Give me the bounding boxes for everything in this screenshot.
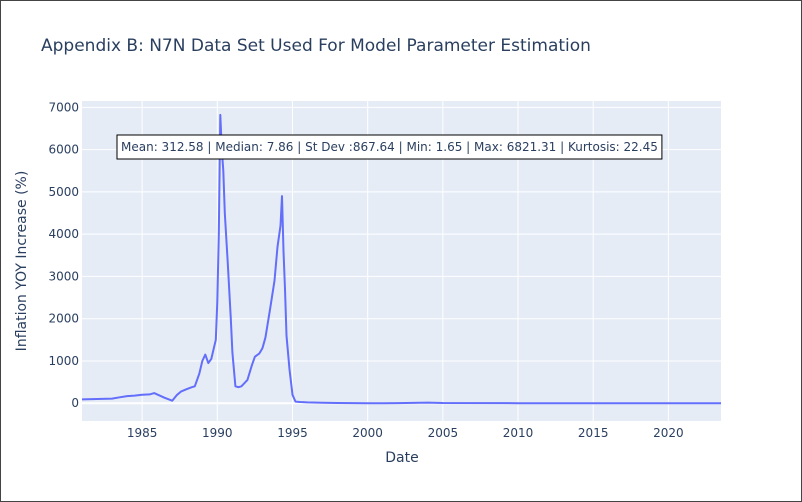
y-axis-ticks: 0 1000 2000 3000 4000 5000 6000 7000 <box>48 100 79 410</box>
x-tick-label: 2000 <box>352 426 383 440</box>
x-tick-label: 1990 <box>202 426 233 440</box>
stats-annotation-text: Mean: 312.58 | Median: 7.86 | St Dev :86… <box>121 140 658 154</box>
y-tick-label: 6000 <box>48 143 79 157</box>
y-tick-label: 1000 <box>48 354 79 368</box>
stats-annotation: Mean: 312.58 | Median: 7.86 | St Dev :86… <box>116 134 663 160</box>
x-axis-ticks: 1985 1990 1995 2000 2005 2010 2015 2020 <box>127 426 684 440</box>
x-tick-label: 2020 <box>653 426 684 440</box>
x-axis-title: Date <box>385 450 418 466</box>
y-axis-title: Inflation YOY Increase (%) <box>14 171 30 352</box>
y-tick-label: 3000 <box>48 269 79 283</box>
y-tick-label: 2000 <box>48 312 79 326</box>
y-tick-label: 7000 <box>48 100 79 114</box>
y-tick-label: 5000 <box>48 185 79 199</box>
x-tick-label: 2015 <box>578 426 609 440</box>
stats-annotation-box <box>116 134 663 160</box>
x-tick-label: 1995 <box>277 426 308 440</box>
y-tick-label: 4000 <box>48 227 79 241</box>
series-line <box>81 113 721 405</box>
x-tick-label: 2010 <box>503 426 534 440</box>
x-tick-label: 1985 <box>127 426 158 440</box>
x-tick-label: 2005 <box>428 426 459 440</box>
series-layer <box>81 113 721 405</box>
y-tick-label: 0 <box>71 396 79 410</box>
chart-title: Appendix B: N7N Data Set Used For Model … <box>41 36 591 56</box>
